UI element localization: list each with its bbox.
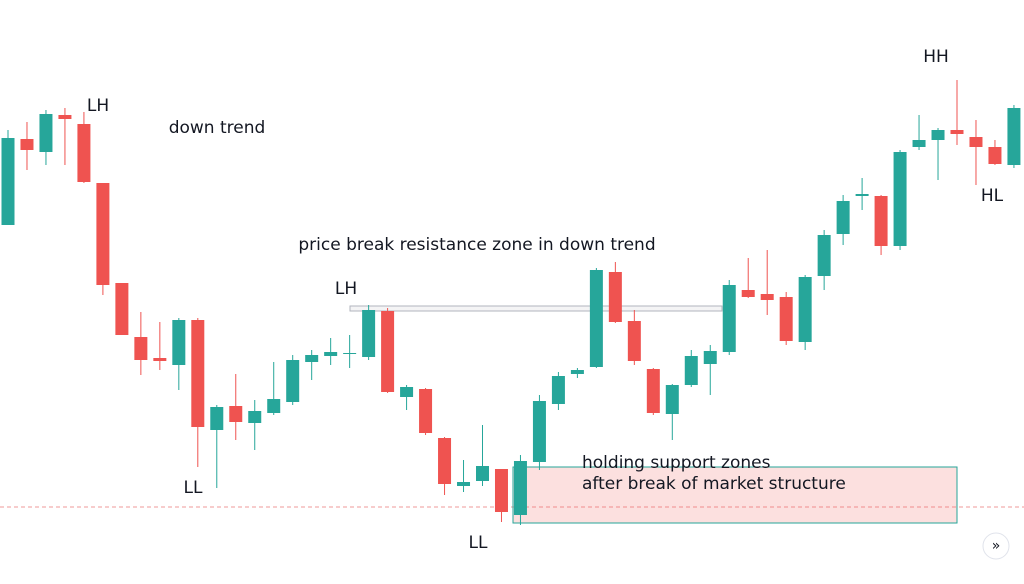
annotation: HH: [923, 47, 949, 67]
candle-body: [305, 355, 319, 362]
annotation: after break of market structure: [582, 474, 846, 494]
candle-body: [1007, 108, 1021, 165]
annotation: HL: [981, 186, 1004, 206]
candle-body: [684, 356, 698, 385]
candle-body: [589, 270, 603, 367]
annotation: holding support zones: [582, 453, 771, 473]
candle-body: [912, 140, 926, 147]
candle-body: [817, 235, 831, 276]
candle-body: [343, 353, 357, 354]
candle-body: [476, 466, 489, 481]
candle-body: [248, 411, 262, 423]
candle-body: [779, 297, 793, 341]
candle-body: [115, 283, 129, 335]
candle-body: [134, 337, 148, 360]
zone: [349, 305, 723, 312]
annotation: LH: [87, 96, 109, 116]
candle-body: [96, 183, 110, 285]
candle-body: [419, 389, 433, 433]
candle-body: [286, 360, 300, 402]
candle-body: [931, 130, 945, 140]
candle-body: [608, 272, 622, 322]
candles: [1, 80, 1021, 525]
candle-body: [855, 194, 869, 196]
candle-body: [267, 399, 281, 413]
scroll-button-label[interactable]: »: [992, 538, 1001, 554]
candle-body: [570, 370, 584, 374]
candle-body: [969, 137, 983, 147]
zones: [0, 305, 1024, 524]
candle-body: [172, 320, 186, 365]
candle-body: [229, 406, 243, 422]
candle-body: [646, 369, 660, 413]
candle-body: [627, 321, 641, 361]
candle-body: [20, 139, 34, 150]
candle-body: [513, 461, 527, 515]
candle-body: [798, 277, 812, 342]
candle-body: [836, 201, 850, 234]
annotation: price break resistance zone in down tren…: [298, 235, 655, 255]
candle-body: [457, 482, 471, 486]
candle-body: [381, 311, 395, 392]
candle-body: [58, 115, 72, 119]
candle-body: [77, 124, 91, 182]
candle-body: [362, 310, 376, 357]
candle-body: [438, 438, 452, 484]
candle-body: [400, 387, 414, 397]
candle-body: [722, 285, 736, 352]
scroll-button[interactable]: »: [982, 532, 1010, 560]
candle-body: [551, 376, 565, 404]
candle-body: [210, 407, 224, 430]
candle-body: [893, 152, 907, 246]
candle-body: [39, 114, 53, 152]
annotation: LL: [184, 478, 203, 498]
zone: [512, 466, 958, 524]
candle-body: [494, 469, 508, 512]
candle-body: [741, 290, 755, 297]
candle-body: [191, 320, 205, 427]
scroll-button-circle[interactable]: [982, 532, 1010, 560]
candle-body: [988, 147, 1002, 164]
candle-body: [532, 401, 546, 462]
candle-body: [874, 196, 888, 246]
candle-body: [760, 294, 774, 300]
candle-body: [153, 358, 167, 361]
annotation: LL: [469, 533, 488, 553]
annotation: down trend: [169, 118, 266, 138]
candle-body: [665, 385, 679, 414]
annotations: LH down trend LH price break resistance zon…: [87, 47, 1004, 553]
candle-body: [1, 138, 15, 225]
candle-body: [324, 352, 338, 356]
candle-body: [950, 130, 964, 134]
candle-body: [703, 351, 717, 364]
annotation: LH: [335, 279, 357, 299]
